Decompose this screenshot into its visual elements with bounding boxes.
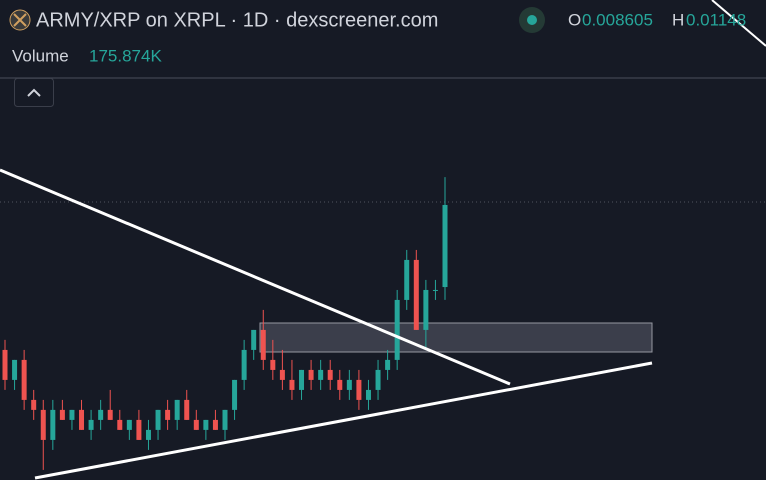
candle-body bbox=[222, 409, 228, 430]
candle-body bbox=[174, 399, 180, 420]
status-dot bbox=[527, 15, 537, 25]
candle-body bbox=[337, 379, 343, 390]
candle-body bbox=[21, 359, 27, 400]
chevron-up bbox=[27, 88, 41, 97]
candle-body bbox=[12, 359, 18, 380]
zone-box bbox=[259, 322, 653, 353]
candle-body bbox=[98, 409, 104, 420]
candle-body bbox=[69, 409, 75, 420]
candle-body bbox=[155, 409, 161, 430]
candle-body bbox=[432, 289, 438, 291]
candle-body bbox=[2, 349, 8, 380]
candle-body bbox=[346, 379, 352, 390]
candle-body bbox=[308, 369, 314, 380]
collapse-button[interactable] bbox=[14, 78, 54, 107]
candle-body bbox=[299, 369, 305, 390]
candle-body bbox=[126, 419, 132, 430]
candle-body bbox=[203, 419, 209, 430]
candle-body bbox=[318, 369, 324, 380]
high-value: 0.01148 bbox=[686, 10, 746, 29]
candle-body bbox=[212, 419, 218, 430]
candle-body bbox=[184, 399, 190, 420]
candle-body bbox=[193, 419, 199, 430]
candle-body bbox=[375, 369, 381, 390]
candle-body bbox=[107, 409, 113, 420]
candle-body bbox=[145, 429, 151, 440]
candle-body bbox=[404, 259, 410, 300]
candle-body bbox=[232, 379, 238, 410]
candle-body bbox=[365, 389, 371, 400]
candle-body bbox=[385, 359, 391, 370]
candle-body bbox=[88, 419, 94, 430]
candle-body bbox=[50, 409, 56, 440]
candle-body bbox=[279, 369, 285, 380]
candle-body bbox=[165, 409, 171, 420]
token-logo-mark bbox=[13, 13, 27, 27]
open-label: O bbox=[568, 10, 581, 29]
trend-line bbox=[711, 0, 766, 47]
candle-body bbox=[59, 409, 65, 420]
candle-body bbox=[251, 329, 257, 350]
chart-title: ARMY/XRP on XRPL · 1D · dexscreener.com bbox=[36, 9, 438, 31]
candle-body bbox=[31, 399, 37, 410]
candle-body bbox=[79, 409, 85, 430]
candle-body bbox=[423, 289, 429, 330]
candle-body bbox=[136, 419, 142, 440]
candle-body bbox=[413, 259, 419, 330]
candle-body bbox=[241, 349, 247, 380]
high-label: H bbox=[672, 10, 684, 29]
volume-value: 175.874K bbox=[89, 46, 162, 65]
trend-line bbox=[0, 168, 511, 386]
candle-body bbox=[260, 329, 266, 360]
candles bbox=[2, 177, 448, 470]
trend-line bbox=[34, 361, 653, 480]
candle-body bbox=[40, 409, 46, 440]
candle-body bbox=[327, 369, 333, 380]
candle-body bbox=[394, 299, 400, 360]
candle-body bbox=[289, 379, 295, 390]
candle-body bbox=[356, 379, 362, 400]
candle-body bbox=[270, 359, 276, 370]
open-value: 0.008605 bbox=[582, 10, 653, 29]
candle-body bbox=[442, 204, 448, 288]
volume-label: Volume bbox=[12, 46, 69, 65]
candle-body bbox=[117, 419, 123, 430]
